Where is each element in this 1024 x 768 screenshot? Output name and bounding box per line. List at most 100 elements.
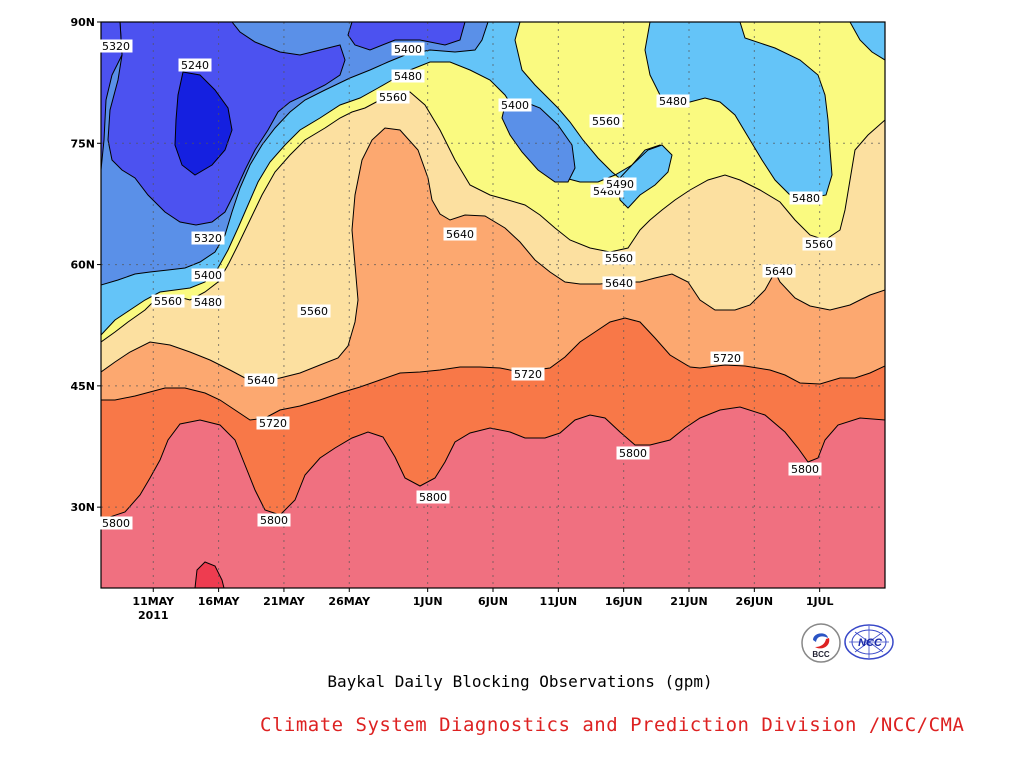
x-tick-label: 26JUN [736, 595, 774, 608]
contour-label-text: 5800 [102, 517, 130, 530]
contour-label: 5320 [191, 231, 225, 245]
bcc-logo-icon: BCC [801, 623, 841, 663]
contour-label-bg [603, 177, 637, 191]
grid-lines [101, 22, 885, 588]
contour-label: 5640 [602, 276, 636, 290]
contour-label-bg [391, 42, 425, 56]
contour-label-bg [762, 264, 796, 278]
ncc-logo-icon: NCC [844, 624, 894, 660]
contour-label-text: 5400 [501, 99, 529, 112]
credit-line: Climate System Diagnostics and Predictio… [260, 714, 965, 736]
contour-label-text: 5640 [605, 277, 633, 290]
contour-label-text: 5480 [659, 95, 687, 108]
contour-labels: 5320 5240 5400 5480 5560 5400 5560 5480 5480 5480… [99, 39, 836, 530]
contour-label-text: 5560 [154, 295, 182, 308]
contour-label: 5480 [789, 191, 823, 205]
y-tick-label: 60N [70, 259, 95, 272]
band-5320-5400-oval [501, 99, 576, 183]
contour-label-text: 5400 [394, 43, 422, 56]
contour-label: 5560 [802, 237, 836, 251]
contour-label-bg [391, 69, 425, 83]
x-tick-label: 1JUN [413, 595, 443, 608]
contour-label-bg [376, 90, 410, 104]
contour-label-bg [416, 490, 450, 504]
contour-label-bg [602, 276, 636, 290]
contour-label: 5720 [256, 416, 290, 430]
contour-label-text: 5490 [606, 178, 634, 191]
contour-label: 5800 [616, 446, 650, 460]
x-tick-label: 21MAY [263, 595, 306, 608]
contour-label-bg [788, 462, 822, 476]
contour-label-text: 5640 [247, 374, 275, 387]
contour-label-bg [656, 94, 690, 108]
contour-label-text: 5640 [446, 228, 474, 241]
y-tick-label: 90N [70, 16, 95, 29]
contour-label: 5800 [788, 462, 822, 476]
contour-label-bg [802, 237, 836, 251]
ncc-logo-text: NCC [858, 637, 883, 649]
contour-label: 5720 [511, 367, 545, 381]
contour-label-text: 5400 [194, 269, 222, 282]
x-tick-label: 16MAY [198, 595, 241, 608]
contour-label: 5560 [297, 304, 331, 318]
contour-label-text: 5480 [394, 70, 422, 83]
band-5400-5480-far-ne [849, 22, 885, 61]
x-tick-label: 6JUN [478, 595, 508, 608]
contour-label-bg [498, 98, 532, 112]
x-tick-label: 16JUN [605, 595, 643, 608]
contour-label-bg [710, 351, 744, 365]
contour-label-bg [191, 231, 225, 245]
contour-label-text: 5800 [791, 463, 819, 476]
contour-label: 5640 [443, 227, 477, 241]
contour-label: 5490 [603, 177, 637, 191]
y-axis: 30N 45N 60N 75N 90N [70, 16, 101, 514]
contour-label: 5400 [191, 268, 225, 282]
contour-label-bg [511, 367, 545, 381]
contour-label: 5480 [391, 69, 425, 83]
contour-label-bg [99, 39, 133, 53]
contour-label: 5640 [762, 264, 796, 278]
contour-label-text: 5800 [260, 514, 288, 527]
contour-label-text: 5560 [592, 115, 620, 128]
contour-label: 5480 [656, 94, 690, 108]
contour-fills [101, 22, 885, 588]
contour-label-bg [297, 304, 331, 318]
contour-label-text: 5560 [300, 305, 328, 318]
contour-label: 5800 [99, 516, 133, 530]
contour-label-bg [443, 227, 477, 241]
contour-label: 5560 [602, 251, 636, 265]
contour-label: 5400 [498, 98, 532, 112]
x-tick-label: 21JUN [670, 595, 708, 608]
contour-label-text: 5800 [619, 447, 647, 460]
band-5240-5320-top [347, 22, 466, 51]
contour-label-text: 5560 [379, 91, 407, 104]
y-tick-label: 30N [70, 501, 95, 514]
band-above-5880 [194, 561, 225, 588]
chart-title: Baykal Daily Blocking Observations (gpm) [327, 672, 713, 691]
contour-label: 5560 [376, 90, 410, 104]
contour-label-bg [178, 58, 212, 72]
x-axis: 11MAY 16MAY 21MAY 26MAY 1JUN 6JUN 11JUN 16JUN 21… [132, 588, 834, 622]
y-tick-label: 45N [70, 380, 95, 393]
x-year-label: 2011 [138, 609, 169, 622]
contour-label-text: 5480 [792, 192, 820, 205]
contour-label: 5720 [710, 351, 744, 365]
contour-label-bg [191, 295, 225, 309]
contour-label-bg [99, 516, 133, 530]
contour-label: 5400 [391, 42, 425, 56]
contour-label: 5480 [191, 295, 225, 309]
bcc-logo-text: BCC [812, 650, 830, 659]
contour-label-bg [244, 373, 278, 387]
contour-label-text: 5320 [194, 232, 222, 245]
y-tick-label: 75N [70, 137, 95, 150]
contour-label-bg [257, 513, 291, 527]
contour-label-bg [589, 114, 623, 128]
contour-label-text: 5800 [419, 491, 447, 504]
contour-label-bg [151, 294, 185, 308]
contour-label-text: 5320 [102, 40, 130, 53]
contour-label-text: 5720 [713, 352, 741, 365]
contour-label-bg [191, 268, 225, 282]
contour-label-bg [789, 191, 823, 205]
contour-label-text: 5560 [805, 238, 833, 251]
